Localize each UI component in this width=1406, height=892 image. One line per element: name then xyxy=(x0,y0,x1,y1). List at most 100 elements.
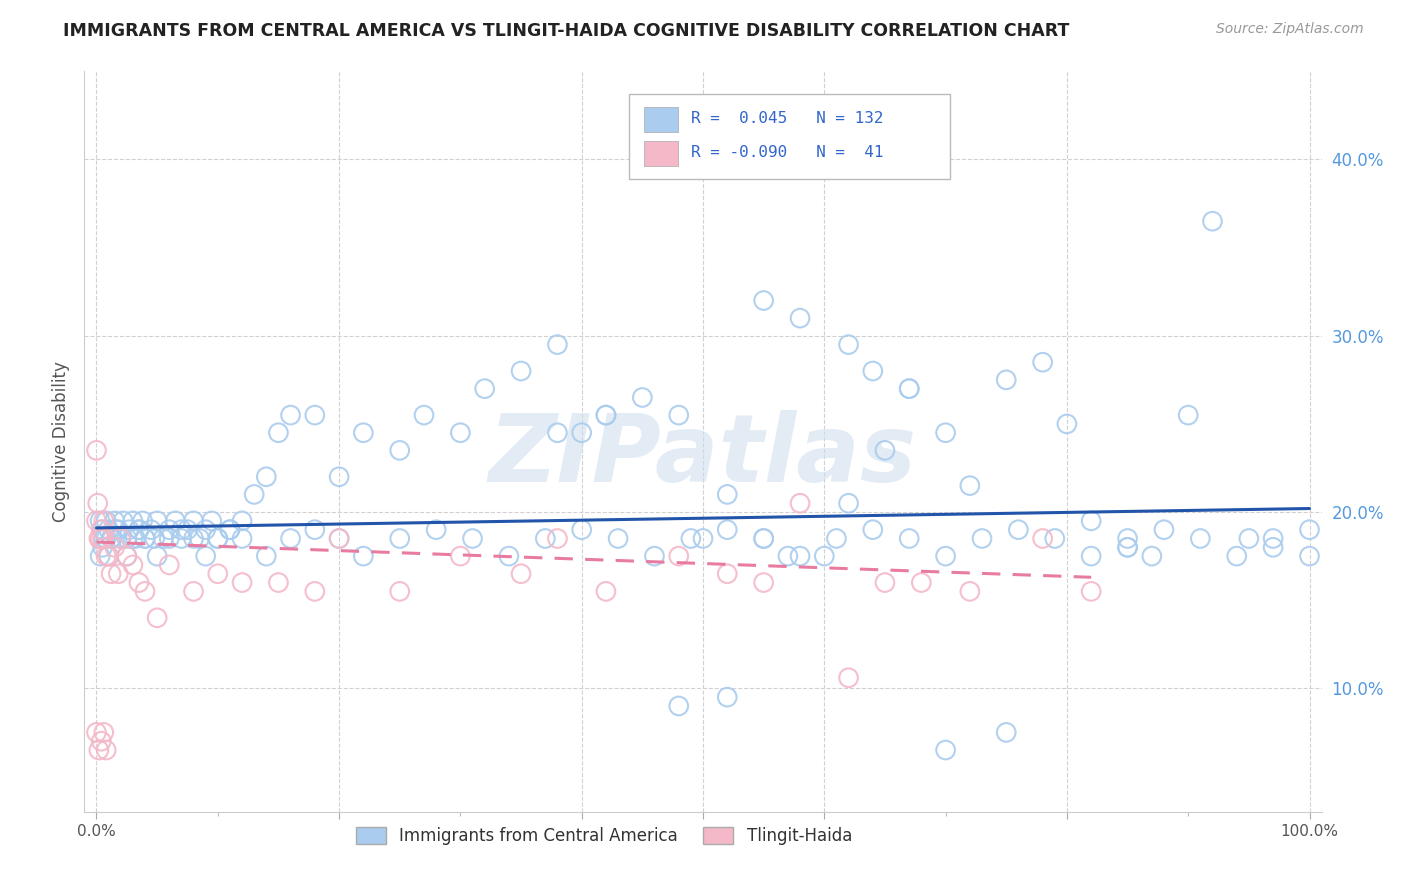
FancyBboxPatch shape xyxy=(628,94,950,178)
Point xyxy=(607,532,630,546)
Point xyxy=(838,671,860,685)
Point xyxy=(838,337,860,351)
Point xyxy=(122,532,145,546)
Point xyxy=(1140,549,1163,563)
Point xyxy=(170,523,193,537)
Point xyxy=(93,532,115,546)
Point xyxy=(862,364,884,378)
Point xyxy=(546,337,568,351)
Point xyxy=(534,532,557,546)
Point xyxy=(692,532,714,546)
Point xyxy=(243,487,266,501)
Point xyxy=(595,408,617,422)
Point xyxy=(1177,408,1199,422)
Point xyxy=(425,523,447,537)
Point xyxy=(146,611,169,625)
Point xyxy=(128,575,150,590)
Point xyxy=(328,532,350,546)
Point xyxy=(1298,549,1320,563)
Point xyxy=(165,514,187,528)
Point xyxy=(280,532,302,546)
Point xyxy=(1007,523,1029,537)
Point xyxy=(1298,523,1320,537)
Point xyxy=(157,532,180,546)
Point xyxy=(995,373,1018,387)
Point xyxy=(96,532,118,546)
Point xyxy=(87,532,110,546)
Point xyxy=(935,743,957,757)
Point xyxy=(157,558,180,572)
Point xyxy=(115,549,138,563)
Point xyxy=(510,566,533,581)
Point xyxy=(461,532,484,546)
Point xyxy=(96,549,118,563)
Point xyxy=(183,532,205,546)
Point xyxy=(207,532,229,546)
Point xyxy=(122,514,145,528)
Point xyxy=(910,575,932,590)
Point xyxy=(146,549,169,563)
Point xyxy=(449,425,471,440)
Point xyxy=(571,425,593,440)
Point xyxy=(873,575,896,590)
Point xyxy=(131,514,153,528)
Point xyxy=(267,425,290,440)
Text: IMMIGRANTS FROM CENTRAL AMERICA VS TLINGIT-HAIDA COGNITIVE DISABILITY CORRELATIO: IMMIGRANTS FROM CENTRAL AMERICA VS TLING… xyxy=(63,22,1070,40)
Point xyxy=(1056,417,1078,431)
Point xyxy=(122,558,145,572)
Point xyxy=(1261,541,1284,555)
Point xyxy=(825,532,848,546)
Point xyxy=(1080,514,1102,528)
Point xyxy=(104,523,127,537)
Point xyxy=(898,382,921,396)
Point xyxy=(97,549,120,563)
Point xyxy=(93,514,115,528)
Point xyxy=(388,532,411,546)
Point xyxy=(107,523,129,537)
Point xyxy=(146,514,169,528)
Point xyxy=(752,293,775,308)
Point xyxy=(388,584,411,599)
Point xyxy=(112,514,135,528)
Point xyxy=(1032,355,1054,369)
Point xyxy=(668,408,690,422)
Y-axis label: Cognitive Disability: Cognitive Disability xyxy=(52,361,70,522)
Point xyxy=(100,532,122,546)
Point xyxy=(207,532,229,546)
Point xyxy=(716,566,738,581)
Point xyxy=(201,514,224,528)
Point xyxy=(183,514,205,528)
Point xyxy=(595,408,617,422)
Point xyxy=(1261,532,1284,546)
Text: Source: ZipAtlas.com: Source: ZipAtlas.com xyxy=(1216,22,1364,37)
Point xyxy=(789,496,811,510)
Point xyxy=(413,408,436,422)
Point xyxy=(101,532,124,546)
Point xyxy=(183,584,205,599)
Point xyxy=(104,541,127,555)
Point xyxy=(995,725,1018,739)
Point xyxy=(219,523,242,537)
Point xyxy=(152,532,174,546)
Point xyxy=(898,532,921,546)
Point xyxy=(107,566,129,581)
Point xyxy=(139,523,162,537)
Point xyxy=(935,425,957,440)
Point xyxy=(1226,549,1249,563)
Point xyxy=(1080,549,1102,563)
Point xyxy=(91,541,114,555)
Point xyxy=(157,523,180,537)
Point xyxy=(134,532,156,546)
Point xyxy=(86,496,108,510)
Point xyxy=(115,549,138,563)
Point xyxy=(124,532,146,546)
Point xyxy=(110,532,132,546)
Point xyxy=(134,532,156,546)
Point xyxy=(1080,584,1102,599)
Point xyxy=(679,532,702,546)
Point xyxy=(91,523,114,537)
Point xyxy=(352,425,374,440)
Point xyxy=(595,584,617,599)
Point xyxy=(96,743,118,757)
FancyBboxPatch shape xyxy=(644,107,678,132)
